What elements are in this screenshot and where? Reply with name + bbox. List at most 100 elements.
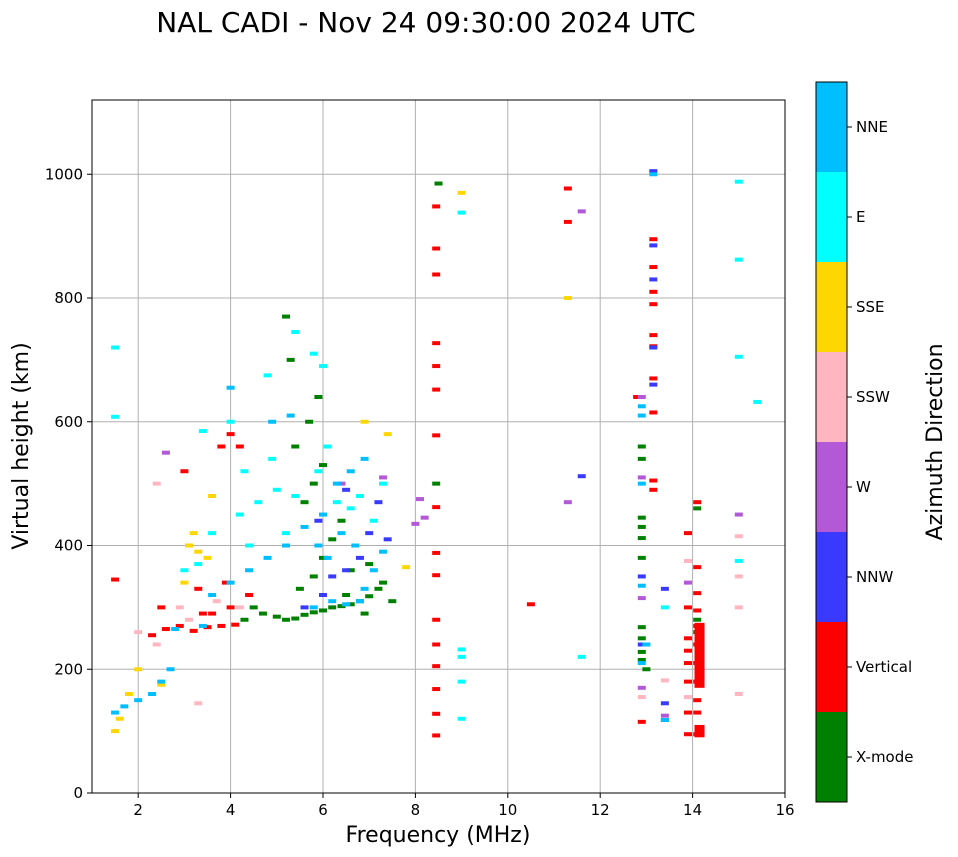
data-point — [355, 494, 364, 498]
data-point — [637, 574, 646, 579]
data-point — [194, 562, 203, 567]
data-point — [231, 622, 240, 627]
data-point — [637, 536, 646, 541]
data-point — [157, 679, 166, 684]
data-point — [734, 354, 743, 359]
data-point — [319, 608, 327, 613]
colorbar-segment — [816, 262, 847, 352]
data-point — [649, 302, 658, 307]
y-tick-label: 1000 — [45, 165, 83, 183]
data-point — [360, 611, 369, 616]
data-point — [637, 649, 646, 654]
data-point — [683, 605, 692, 610]
data-point — [134, 698, 143, 703]
data-point — [432, 341, 441, 346]
data-point — [300, 612, 309, 617]
data-point — [328, 574, 337, 579]
plot-area — [92, 100, 785, 793]
data-point — [360, 419, 369, 424]
data-point — [649, 243, 658, 248]
data-point — [649, 265, 658, 270]
data-point — [314, 395, 323, 399]
data-point — [432, 246, 441, 251]
chart-title: NAL CADI - Nov 24 09:30:00 2024 UTC — [156, 6, 695, 39]
data-point — [365, 531, 374, 536]
data-point — [649, 410, 658, 415]
data-point — [226, 419, 235, 424]
data-point — [300, 524, 309, 529]
data-point — [637, 515, 646, 520]
data-point — [734, 257, 743, 262]
data-point — [120, 704, 129, 709]
data-point — [649, 382, 658, 387]
data-point — [693, 617, 702, 622]
data-point — [432, 272, 441, 277]
data-point — [649, 237, 658, 242]
data-point — [282, 543, 291, 548]
data-point — [185, 543, 194, 548]
data-point — [416, 497, 425, 502]
data-point — [272, 487, 281, 492]
data-point — [175, 623, 184, 628]
data-point — [360, 586, 369, 591]
data-point — [683, 695, 692, 700]
data-point — [337, 481, 346, 486]
data-point — [282, 617, 291, 622]
data-point — [194, 586, 203, 591]
data-point — [633, 395, 642, 399]
data-point — [379, 580, 388, 585]
data-point — [208, 531, 217, 536]
data-point — [637, 695, 646, 700]
data-point — [245, 593, 254, 597]
data-point — [683, 531, 692, 536]
data-point — [217, 444, 226, 449]
data-point — [226, 385, 235, 390]
data-point — [342, 593, 351, 597]
data-point — [245, 568, 254, 573]
data-point — [180, 580, 189, 585]
data-point — [649, 478, 658, 483]
data-point — [323, 555, 332, 560]
data-point — [432, 711, 441, 716]
data-point — [268, 456, 277, 461]
data-point — [319, 512, 327, 517]
data-point — [637, 661, 646, 666]
data-point — [432, 204, 441, 209]
data-point — [432, 664, 441, 669]
colorbar: X-mode Vertical NNW W SSW SSE E NNE — [815, 81, 913, 803]
data-point — [355, 555, 364, 560]
data-point — [660, 605, 669, 610]
data-point — [240, 617, 249, 622]
data-point — [152, 481, 161, 486]
data-point — [563, 296, 572, 300]
data-point — [734, 574, 743, 579]
data-point — [660, 713, 669, 718]
data-point — [693, 698, 702, 703]
data-point — [457, 647, 466, 652]
data-point — [411, 521, 420, 526]
y-tick-label: 0 — [73, 784, 83, 802]
data-point — [637, 456, 646, 461]
data-point — [161, 627, 170, 632]
data-point — [337, 604, 346, 609]
colorbar-segment — [816, 82, 847, 172]
data-point — [457, 190, 466, 195]
data-point — [111, 729, 120, 734]
data-point — [346, 568, 355, 573]
data-point — [291, 616, 300, 621]
data-point — [660, 586, 669, 591]
data-point — [637, 555, 646, 560]
data-point — [649, 333, 658, 338]
colorbar-segment — [816, 172, 847, 262]
data-point — [309, 605, 318, 610]
y-axis-ticks: 0 200 400 600 800 1000 — [45, 165, 92, 802]
data-point — [637, 395, 646, 399]
data-point — [577, 474, 586, 479]
data-point — [637, 413, 646, 418]
data-point — [683, 648, 692, 653]
data-point — [649, 277, 658, 282]
data-point — [642, 667, 651, 672]
data-point — [332, 481, 341, 486]
data-point — [432, 617, 441, 622]
y-tick-label: 600 — [54, 413, 83, 431]
